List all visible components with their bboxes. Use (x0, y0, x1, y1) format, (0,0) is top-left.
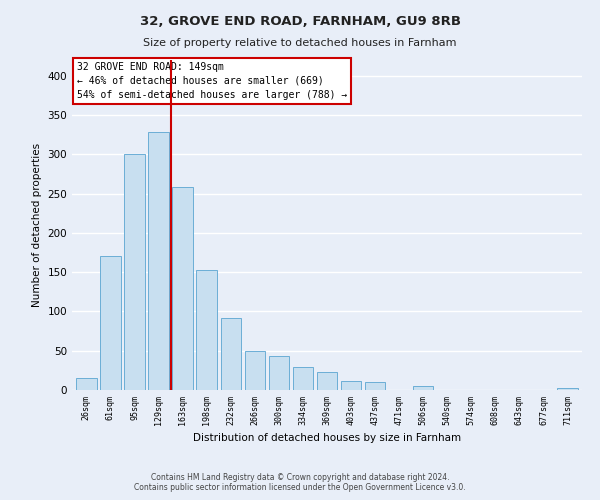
Bar (245, 350, 265, 390)
Bar (365, 382, 385, 390)
Bar (341, 380, 361, 390)
Bar (557, 388, 578, 390)
Bar (172, 188, 193, 390)
Bar (100, 256, 121, 390)
Bar (124, 154, 145, 390)
Text: 32 GROVE END ROAD: 149sqm
← 46% of detached houses are smaller (669)
54% of semi: 32 GROVE END ROAD: 149sqm ← 46% of detac… (77, 62, 347, 100)
Bar (269, 356, 289, 390)
Bar (196, 270, 217, 390)
Text: Size of property relative to detached houses in Farnham: Size of property relative to detached ho… (143, 38, 457, 48)
Bar (76, 378, 97, 390)
X-axis label: Distribution of detached houses by size in Farnham: Distribution of detached houses by size … (193, 433, 461, 443)
Bar (293, 367, 313, 390)
Bar (148, 132, 169, 390)
Text: Contains HM Land Registry data © Crown copyright and database right 2024.
Contai: Contains HM Land Registry data © Crown c… (134, 473, 466, 492)
Y-axis label: Number of detached properties: Number of detached properties (32, 143, 42, 307)
Bar (221, 318, 241, 390)
Bar (413, 386, 433, 390)
Bar (317, 372, 337, 390)
Text: 32, GROVE END ROAD, FARNHAM, GU9 8RB: 32, GROVE END ROAD, FARNHAM, GU9 8RB (139, 15, 461, 28)
